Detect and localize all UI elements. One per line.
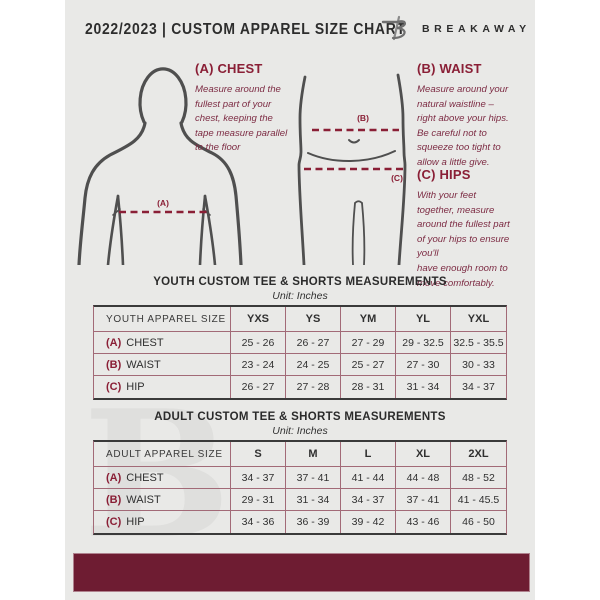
youth-size-col-header: YS xyxy=(286,307,341,332)
table-cell: 48 - 52 xyxy=(451,467,506,489)
breakaway-b-logo-icon xyxy=(381,15,406,41)
hips-guide-text: With your feet together, measure around … xyxy=(417,190,510,289)
waist-marker-label: (B) xyxy=(357,113,369,123)
brand-name: BREAKAWAY xyxy=(422,23,531,35)
table-cell: 43 - 46 xyxy=(396,511,451,533)
waist-guide-text: Measure around your natural waistline – … xyxy=(417,84,509,168)
row-label-text: CHEST xyxy=(126,336,164,349)
table-cell: 24 - 25 xyxy=(286,354,341,376)
adult-size-col-header: XL xyxy=(396,442,451,467)
table-cell: 31 - 34 xyxy=(396,376,451,398)
table-cell: 34 - 36 xyxy=(231,511,286,533)
crotch-line xyxy=(354,200,363,204)
page-title: 2022/2023 | CUSTOM APPAREL SIZE CHART xyxy=(85,21,406,38)
waistband-curve xyxy=(307,150,396,162)
head-outline xyxy=(138,67,188,124)
table-cell: 39 - 42 xyxy=(341,511,396,533)
youth-table-unit: Unit: Inches xyxy=(272,290,328,302)
left-inner-leg-line xyxy=(351,202,356,265)
right-torso-side-line xyxy=(198,194,207,265)
table-cell: 27 - 28 xyxy=(286,376,341,398)
youth-size-col-header: YM xyxy=(341,307,396,332)
youth-size-col-header: YL xyxy=(396,307,451,332)
adult-table-unit: Unit: Inches xyxy=(272,425,328,437)
hips-marker-label: (C) xyxy=(391,173,403,183)
adult-size-table: ADULT APPAREL SIZE S M L XL 2XL (A) CHES… xyxy=(93,440,507,535)
table-cell: 25 - 26 xyxy=(231,332,286,354)
adult-waist-row-label: (B) WAIST xyxy=(94,489,231,511)
youth-size-col-header: YXL xyxy=(451,307,506,332)
row-key: (B) xyxy=(106,358,122,371)
youth-table-title: YOUTH CUSTOM TEE & SHORTS MEASUREMENTS xyxy=(153,276,447,288)
row-key: (B) xyxy=(106,493,122,506)
table-cell: 27 - 29 xyxy=(341,332,396,354)
footer-accent-bar xyxy=(73,553,530,592)
adult-table-corner-header: ADULT APPAREL SIZE xyxy=(94,442,231,467)
right-inner-leg-line xyxy=(361,202,366,265)
row-label-text: CHEST xyxy=(126,471,164,484)
table-cell: 44 - 48 xyxy=(396,467,451,489)
table-cell: 27 - 30 xyxy=(396,354,451,376)
table-cell: 46 - 50 xyxy=(462,516,495,528)
table-cell: 26 - 27 xyxy=(231,376,286,398)
youth-chest-row-label: (A) CHEST xyxy=(94,332,231,354)
row-key: (A) xyxy=(106,336,122,349)
waist-guide-heading: (B) WAIST xyxy=(417,61,482,76)
table-cell: 37 - 41 xyxy=(286,467,341,489)
adult-size-col-header: 2XL xyxy=(451,442,506,467)
youth-hip-row-label: (C) HIP xyxy=(94,376,231,398)
left-torso-side-line xyxy=(116,194,125,265)
table-cell: 25 - 27 xyxy=(341,354,396,376)
table-cell: 29 - 32.5 xyxy=(396,332,451,354)
row-key: (A) xyxy=(106,471,122,484)
size-chart-sheet: B 2022/2023 | CUSTOM APPAREL SIZE CHART … xyxy=(65,0,535,600)
adult-table-title: ADULT CUSTOM TEE & SHORTS MEASUREMENTS xyxy=(154,411,446,423)
adult-size-col-header: M xyxy=(286,442,341,467)
chest-marker-label: (A) xyxy=(157,198,169,208)
table-cell: 28 - 31 xyxy=(341,376,396,398)
right-shoulder-arm-outline xyxy=(179,121,243,265)
row-label-text: WAIST xyxy=(126,358,161,371)
table-cell: 32.5 - 35.5 xyxy=(451,332,506,354)
table-cell: 26 - 27 xyxy=(286,332,341,354)
table-cell: 34 - 37 xyxy=(341,489,396,511)
left-armpit-tick xyxy=(112,208,121,216)
left-hip-outline xyxy=(297,75,307,265)
adult-size-col-header: L xyxy=(341,442,396,467)
left-shoulder-arm-outline xyxy=(77,121,147,265)
youth-table-corner-header: YOUTH APPAREL SIZE xyxy=(94,307,231,332)
row-label-text: HIP xyxy=(126,516,145,528)
lower-body-diagram xyxy=(297,73,407,265)
youth-waist-row-label: (B) WAIST xyxy=(94,354,231,376)
adult-chest-row-label: (A) CHEST xyxy=(94,467,231,489)
torso-diagram xyxy=(77,67,243,265)
table-cell: 37 - 41 xyxy=(396,489,451,511)
chest-guide-heading: (A) CHEST xyxy=(195,61,263,76)
youth-size-col-header: YXS xyxy=(231,307,286,332)
table-cell: 36 - 39 xyxy=(286,511,341,533)
table-cell: 23 - 24 xyxy=(231,354,286,376)
hips-guide-heading: (C) HIPS xyxy=(417,167,471,182)
table-cell: 34 - 37 xyxy=(462,381,495,393)
table-cell: 30 - 33 xyxy=(451,354,506,376)
table-cell: 31 - 34 xyxy=(286,489,341,511)
row-label-text: HIP xyxy=(126,381,145,393)
youth-size-table: YOUTH APPAREL SIZE YXS YS YM YL YXL (A) … xyxy=(93,305,507,400)
navel-mark xyxy=(348,139,360,144)
right-hip-outline xyxy=(396,73,407,265)
row-label-text: WAIST xyxy=(126,493,161,506)
right-inner-arm-line xyxy=(203,194,217,265)
table-cell: 41 - 45.5 xyxy=(451,489,506,511)
row-key: (C) xyxy=(106,516,122,528)
adult-size-col-header: S xyxy=(231,442,286,467)
table-cell: 41 - 44 xyxy=(341,467,396,489)
row-key: (C) xyxy=(106,381,122,393)
table-cell: 29 - 31 xyxy=(231,489,286,511)
left-inner-arm-line xyxy=(106,194,120,265)
adult-hip-row-label: (C) HIP xyxy=(94,511,231,533)
table-cell: 34 - 37 xyxy=(231,467,286,489)
chest-guide-text: Measure around the fullest part of your … xyxy=(195,84,288,154)
